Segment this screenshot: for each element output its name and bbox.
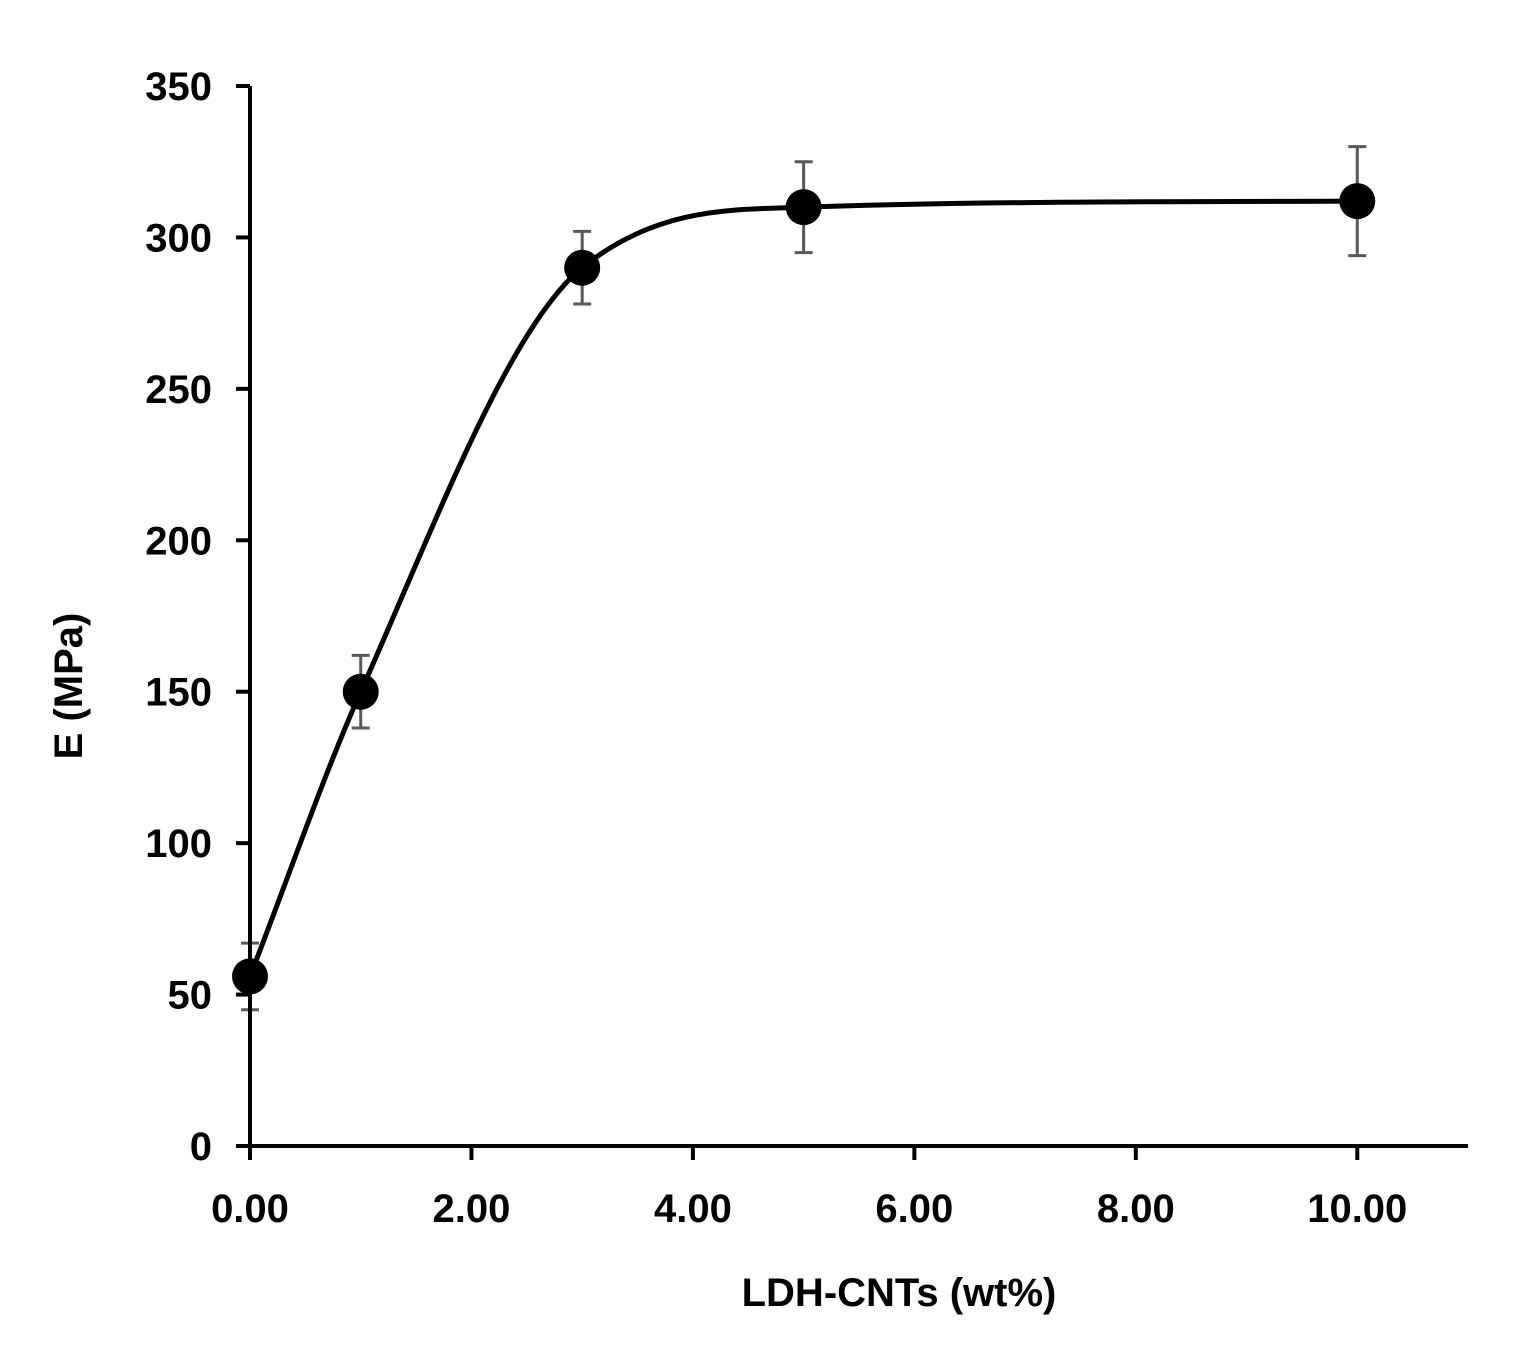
axes — [236, 84, 1468, 1160]
y-tick-label: 250 — [145, 368, 212, 412]
data-markers — [232, 183, 1376, 995]
y-axis-title: E (MPa) — [47, 613, 91, 760]
fit-curve — [247, 198, 1358, 978]
y-tick-label: 150 — [145, 671, 212, 715]
x-tick-label: 2.00 — [433, 1187, 511, 1231]
y-tick-label: 200 — [145, 519, 212, 563]
data-point — [1339, 183, 1376, 220]
y-tick-label: 50 — [168, 974, 213, 1018]
y-tick-label: 350 — [145, 65, 212, 109]
x-axis-title: LDH-CNTs (wt%) — [742, 1271, 1057, 1315]
x-tick-label: 6.00 — [875, 1187, 953, 1231]
x-tick-label: 10.00 — [1307, 1187, 1407, 1231]
y-tick-label: 0 — [190, 1125, 212, 1169]
data-point — [564, 249, 601, 286]
y-tick-label: 300 — [145, 216, 212, 260]
x-tick-label: 4.00 — [654, 1187, 732, 1231]
data-point — [232, 958, 268, 995]
tick-labels: 0 50 100 150 200 250 300 350 0.00 2.00 4.00 6.00 8.0… — [145, 65, 1407, 1231]
x-tick-label: 8.00 — [1097, 1187, 1175, 1231]
x-tick-label: 0.00 — [211, 1187, 289, 1231]
data-point — [342, 673, 379, 710]
y-tick-label: 100 — [145, 822, 212, 866]
data-point — [785, 189, 822, 226]
